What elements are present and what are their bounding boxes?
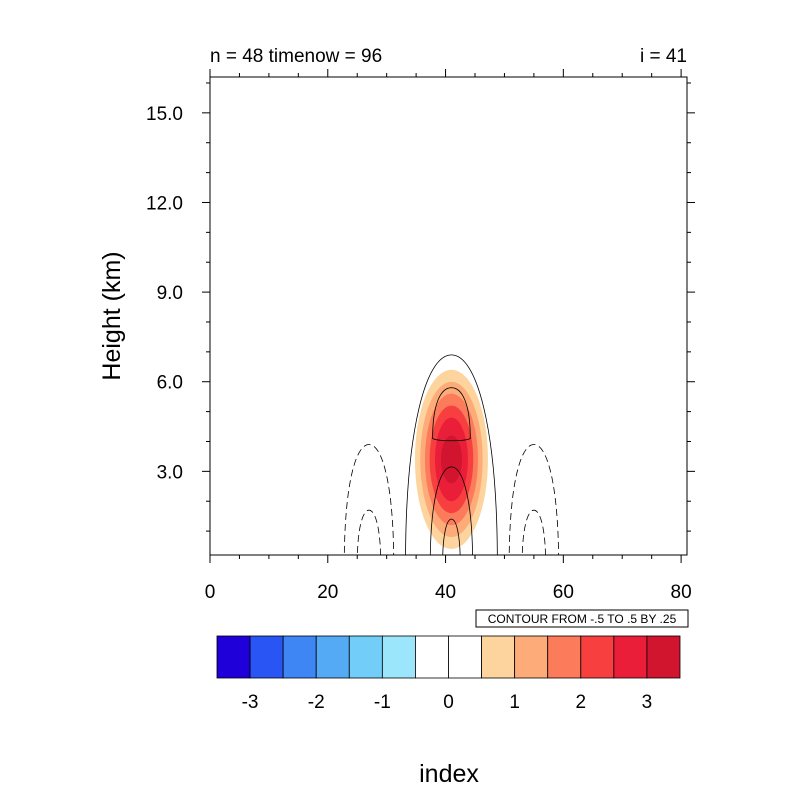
- colorbar-box: [381, 635, 416, 679]
- colorbar-box: [415, 635, 449, 679]
- colorbar-label: 0: [443, 692, 454, 713]
- title-left: n = 48 timenow = 96: [210, 46, 382, 67]
- contour-positive-2: [429, 466, 473, 555]
- y-tick-label: 12.0: [146, 193, 183, 214]
- x-tick-label: 20: [317, 582, 338, 603]
- filled-contours: [414, 369, 488, 550]
- contour-positive-loop: [432, 387, 471, 442]
- y-tick-label: 6.0: [157, 373, 183, 394]
- x-tick-label: 40: [435, 582, 456, 603]
- colorbar-label: 2: [575, 692, 586, 713]
- y-axis-label: Height (km): [98, 251, 126, 380]
- contour-negative-3: [508, 444, 559, 555]
- plot-frame: [209, 76, 688, 556]
- colorbar-box: [613, 635, 648, 679]
- colorbar-box: [282, 635, 317, 679]
- x-tick-label: 60: [553, 582, 574, 603]
- y-tick-label: 3.0: [157, 462, 183, 483]
- colorbar-box: [348, 635, 383, 679]
- colorbar-box: [249, 635, 284, 679]
- y-tick-label: 15.0: [146, 104, 183, 125]
- x-tick-labels: 0 20 40 60 80: [205, 582, 692, 603]
- colorbar-box: [448, 635, 482, 679]
- contour-negative-2: [356, 509, 382, 555]
- x-axis-label: index: [419, 760, 479, 788]
- contour-info-text: CONTOUR FROM -.5 TO .5 BY .25: [488, 612, 677, 626]
- colorbar-box: [216, 635, 251, 679]
- contour-positive-1: [405, 354, 498, 555]
- contour-negative-4: [521, 509, 546, 555]
- fill-level-6: [440, 435, 463, 484]
- title-right: i = 41: [640, 46, 687, 67]
- y-tick-labels: 3.0 6.0 9.0 12.0 15.0: [146, 104, 183, 484]
- colorbar: [216, 635, 681, 679]
- colorbar-label: 1: [509, 692, 520, 713]
- x-tick-label: 0: [205, 582, 216, 603]
- colorbar-box: [580, 635, 615, 679]
- colorbar-label: -3: [242, 692, 259, 713]
- colorbar-labels: -3 -2 -1 0 1 2 3: [242, 692, 653, 713]
- colorbar-box: [646, 635, 681, 679]
- x-tick-label: 80: [671, 582, 692, 603]
- colorbar-box: [315, 635, 350, 679]
- contour-lines: [343, 354, 559, 555]
- colorbar-box: [514, 635, 549, 679]
- contour-info-box: CONTOUR FROM -.5 TO .5 BY .25: [475, 609, 689, 628]
- colorbar-label: -2: [308, 692, 325, 713]
- colorbar-label: -1: [374, 692, 391, 713]
- contour-positive-3: [442, 518, 461, 555]
- y-tick-label: 9.0: [157, 283, 183, 304]
- colorbar-box: [547, 635, 582, 679]
- colorbar-box: [481, 635, 516, 679]
- axis-ticks: [202, 69, 695, 563]
- contour-negative-1: [343, 444, 395, 555]
- colorbar-label: 3: [642, 692, 653, 713]
